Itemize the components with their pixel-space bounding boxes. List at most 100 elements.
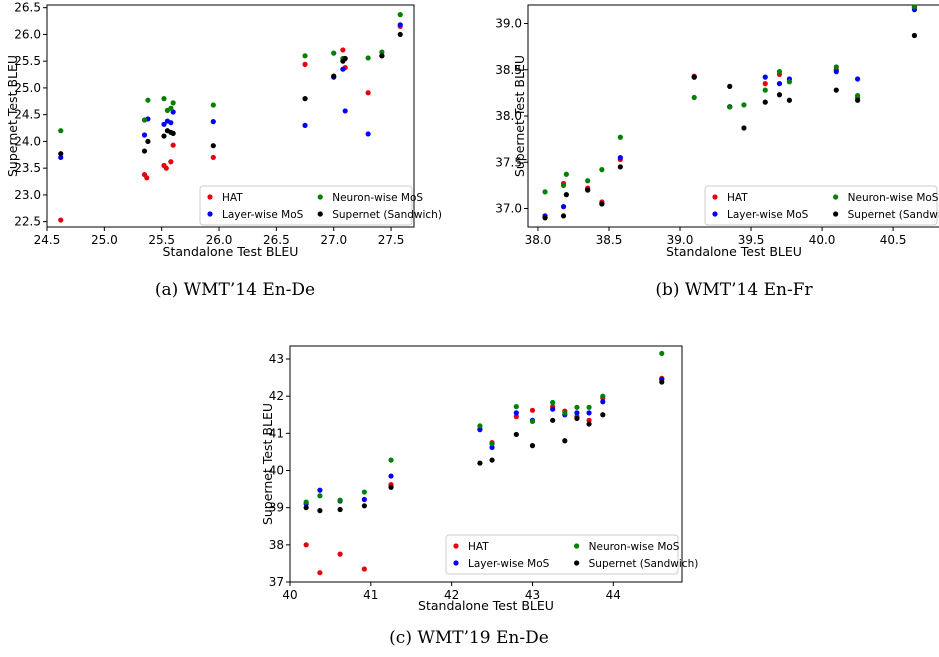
data-point: [762, 99, 768, 105]
y-tick-label: 23.0: [14, 188, 41, 202]
y-tick-label: 26.5: [14, 1, 41, 15]
data-point: [599, 201, 605, 207]
data-point: [141, 148, 148, 154]
y-tick-label: 41: [269, 426, 284, 440]
y-tick-label: 38.5: [495, 63, 522, 77]
data-point: [659, 350, 665, 357]
data-point: [489, 457, 495, 463]
data-point: [342, 55, 348, 62]
legend-box: [704, 185, 938, 226]
legend-label: HAT: [222, 192, 243, 204]
x-tick-label: 27.0: [320, 233, 347, 247]
plot-frame: [46, 4, 415, 228]
data-point: [560, 213, 567, 219]
data-point: [727, 104, 733, 110]
chart-caption: (c) WMT’19 En-De: [389, 628, 549, 648]
x-tick-label: 39.0: [667, 233, 694, 247]
x-tick-label: 39.5: [738, 233, 765, 247]
legend-marker: [574, 560, 580, 566]
data-point: [210, 119, 216, 125]
y-tick-label: 43: [269, 352, 284, 366]
series-supernet-sandwich-: [58, 31, 403, 157]
x-tick-label: 25.0: [91, 233, 118, 247]
y-axis-label: Supernet Test BLEU: [512, 55, 527, 177]
data-point: [513, 414, 519, 420]
chart-1: 24.5 25.0 25.5 26.0 26.5 27.0 27.5 22.5 23.0 23.5…: [5, 1, 442, 300]
legend-marker: [453, 560, 459, 566]
data-point: [513, 431, 519, 438]
data-point: [550, 399, 556, 406]
data-point: [337, 506, 343, 513]
data-point: [141, 117, 148, 123]
y-tick-label: 42: [269, 389, 284, 403]
data-point: [600, 399, 606, 405]
legend-label: Supernet (Sandwich): [589, 558, 699, 570]
data-point: [585, 178, 591, 184]
legend-marker: [712, 194, 718, 200]
data-point: [563, 171, 569, 177]
data-point: [303, 505, 309, 511]
x-axis-label: Standalone Test BLEU: [666, 244, 802, 259]
x-tick-label: 24.5: [34, 233, 61, 247]
data-point: [550, 417, 556, 423]
data-point: [586, 421, 592, 427]
legend: HAT Layer-wise MoS Neuron-wise MoS Supernet…: [704, 185, 939, 226]
data-point: [776, 81, 783, 87]
data-point: [786, 97, 793, 103]
y-tick-label: 38: [269, 538, 284, 552]
data-point: [144, 175, 150, 181]
legend-marker: [712, 211, 718, 217]
data-point: [489, 441, 495, 447]
series-neuron-wise-mos: [542, 4, 918, 195]
y-tick-label: 26.0: [14, 27, 41, 41]
series-neuron-wise-mos: [58, 12, 403, 134]
y-tick-label: 37.0: [495, 202, 522, 216]
data-point: [342, 108, 348, 114]
data-point: [585, 187, 591, 193]
data-point: [388, 473, 394, 479]
x-tick-label: 26.5: [263, 233, 290, 247]
x-tick-label: 40.0: [809, 233, 836, 247]
x-axis-label: Standalone Test BLEU: [418, 598, 554, 613]
data-point: [776, 92, 783, 98]
data-point: [168, 159, 174, 165]
series-supernet-sandwich-: [303, 379, 665, 514]
data-point: [361, 496, 367, 503]
data-point: [513, 403, 519, 410]
data-point: [303, 542, 309, 548]
chart-caption: (a) WMT’14 En-De: [155, 280, 315, 300]
data-point: [168, 105, 174, 111]
legend-label: Layer-wise MoS: [222, 209, 304, 221]
data-point: [477, 423, 483, 429]
legend: HAT Layer-wise MoS Neuron-wise MoS Supernet…: [445, 534, 699, 575]
x-tick-label: 43: [525, 588, 540, 602]
y-tick-label: 22.5: [14, 215, 41, 229]
data-point: [317, 570, 323, 576]
data-point: [617, 155, 623, 161]
data-point: [317, 508, 323, 514]
legend-marker: [574, 543, 580, 549]
x-tick-label: 40: [282, 588, 297, 602]
x-tick-label: 38.0: [525, 233, 552, 247]
data-point: [303, 499, 309, 505]
data-point: [833, 87, 839, 93]
x-tick-label: 41: [363, 588, 378, 602]
data-point: [529, 418, 536, 425]
data-point: [170, 109, 176, 115]
legend-marker: [833, 194, 839, 200]
data-point: [388, 484, 394, 490]
data-point: [365, 131, 371, 137]
data-point: [574, 404, 580, 410]
data-point: [302, 122, 308, 128]
y-tick-label: 38.0: [495, 109, 522, 123]
data-point: [170, 100, 176, 106]
data-point: [477, 460, 483, 466]
data-point: [600, 412, 606, 418]
data-point: [145, 138, 151, 145]
legend: HAT Layer-wise MoS Neuron-wise MoS Supernet…: [199, 185, 442, 226]
data-point: [776, 69, 783, 75]
plot-frame: [289, 345, 683, 583]
data-point: [340, 47, 346, 53]
legend-label: HAT: [468, 541, 489, 553]
